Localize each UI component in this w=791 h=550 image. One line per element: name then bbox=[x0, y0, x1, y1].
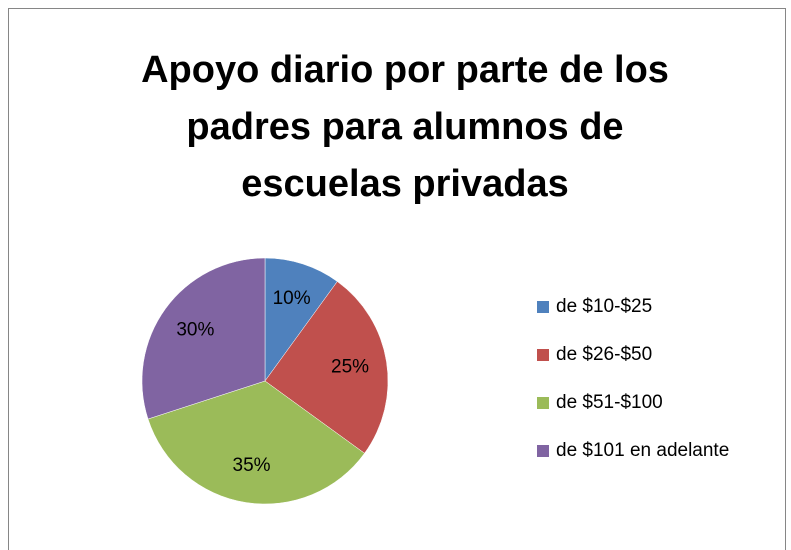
data-label: 25% bbox=[331, 357, 369, 378]
legend-swatch bbox=[537, 445, 549, 457]
legend-swatch bbox=[537, 301, 549, 313]
pie-slice bbox=[147, 380, 365, 505]
legend-swatch bbox=[537, 397, 549, 409]
legend-label: de $101 en adelante bbox=[556, 440, 729, 461]
legend-label: de $51-$100 bbox=[556, 392, 663, 413]
chart-title: padres para alumnos de bbox=[186, 106, 623, 148]
chart-title: Apoyo diario por parte de los bbox=[141, 49, 669, 91]
chart-frame bbox=[8, 8, 786, 550]
pie-slice bbox=[264, 257, 338, 382]
pie-slice bbox=[264, 281, 389, 454]
legend-label: de $26-$50 bbox=[556, 344, 652, 365]
data-label: 10% bbox=[273, 288, 311, 309]
legend-label: de $10-$25 bbox=[556, 296, 652, 317]
legend-swatch bbox=[537, 349, 549, 361]
pie-slice bbox=[141, 257, 266, 420]
chart-title: escuelas privadas bbox=[241, 163, 568, 205]
data-label: 30% bbox=[176, 319, 214, 340]
data-label: 35% bbox=[233, 455, 271, 476]
